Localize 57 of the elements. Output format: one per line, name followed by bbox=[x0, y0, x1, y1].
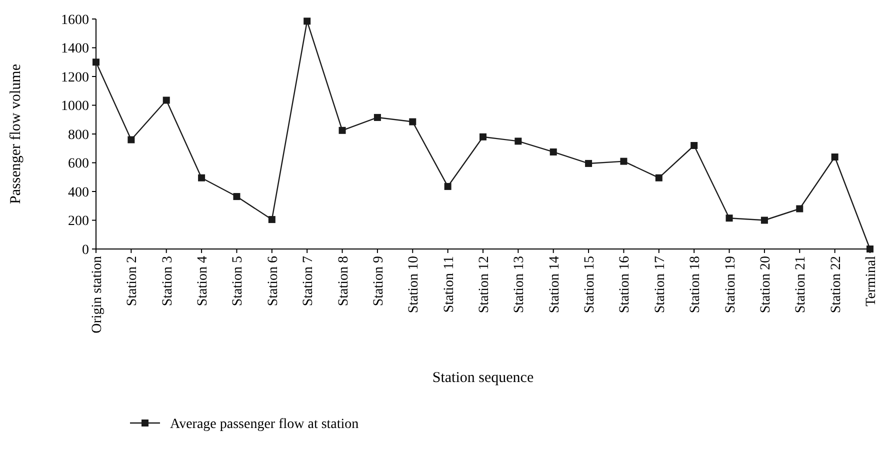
legend-label: Average passenger flow at station bbox=[170, 416, 359, 432]
point bbox=[374, 114, 381, 121]
y-tick-label: 200 bbox=[68, 214, 89, 230]
x-tick-label: Station 12 bbox=[477, 256, 492, 314]
x-tick-label: Station 9 bbox=[371, 256, 386, 306]
x-tick-label: Station 16 bbox=[618, 256, 633, 314]
x-tick-label: Station 3 bbox=[160, 256, 176, 306]
point bbox=[690, 142, 698, 149]
point bbox=[760, 216, 768, 224]
x-tick-label: Station 11 bbox=[442, 256, 457, 313]
x-tick-label: Station 10 bbox=[406, 256, 422, 314]
point bbox=[198, 174, 206, 182]
point bbox=[796, 205, 804, 212]
x-tick-label: Station 19 bbox=[723, 256, 738, 314]
x-tick-label: Station 4 bbox=[196, 256, 211, 306]
x-tick-label: Station 14 bbox=[547, 256, 562, 314]
x-tick-label: Station 5 bbox=[230, 256, 246, 306]
y-tick-label: 1200 bbox=[61, 70, 89, 86]
y-tick-label: 0 bbox=[82, 242, 89, 258]
x-tick-label: Station 18 bbox=[688, 256, 704, 314]
y-tick-label: 1400 bbox=[61, 42, 89, 57]
x-axis-title: Station sequence bbox=[432, 370, 534, 386]
x-tick-label: Station 7 bbox=[301, 256, 316, 306]
point bbox=[92, 58, 100, 66]
point bbox=[162, 96, 170, 104]
x-tick-label: Station 21 bbox=[794, 256, 809, 314]
point bbox=[304, 18, 311, 25]
x-tick-label: Station 20 bbox=[758, 256, 774, 314]
point bbox=[831, 154, 838, 160]
x-tick-label: Station 8 bbox=[336, 256, 352, 306]
point bbox=[514, 138, 522, 145]
y-axis-title: Passenger flow volume bbox=[8, 64, 24, 204]
x-tick-label: Station 6 bbox=[266, 256, 281, 306]
x-tick-label: Station 15 bbox=[582, 256, 598, 314]
point bbox=[338, 126, 346, 134]
y-tick-label: 600 bbox=[68, 156, 89, 172]
x-tick-label: Station 13 bbox=[512, 256, 528, 314]
y-tick-label: 400 bbox=[68, 185, 89, 200]
y-tick-label: 1000 bbox=[61, 99, 89, 114]
point bbox=[585, 160, 592, 167]
point bbox=[444, 182, 452, 190]
point bbox=[655, 174, 662, 182]
point bbox=[480, 133, 486, 140]
x-tick-label: Terminal bbox=[864, 256, 879, 306]
x-tick-label: Origin station bbox=[90, 256, 105, 334]
point bbox=[128, 136, 135, 144]
x-tick-label: Station 22 bbox=[828, 256, 844, 314]
point bbox=[409, 118, 416, 126]
point bbox=[550, 148, 557, 156]
x-tick-label: Station 17 bbox=[652, 256, 668, 314]
y-tick-label: 800 bbox=[68, 128, 89, 143]
x-tick-label: Station 2 bbox=[125, 256, 140, 306]
point bbox=[726, 214, 733, 222]
point bbox=[268, 216, 276, 224]
y-tick-label: 1600 bbox=[61, 12, 89, 28]
point bbox=[233, 193, 240, 200]
point bbox=[620, 158, 628, 165]
